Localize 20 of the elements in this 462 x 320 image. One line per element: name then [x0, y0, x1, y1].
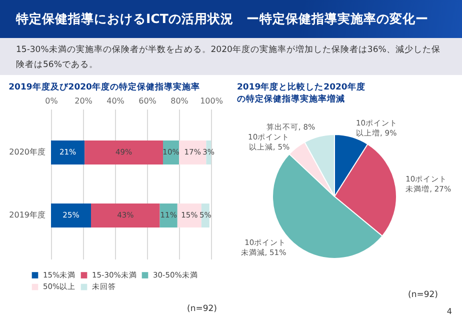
chart-title: 2019年度及び2020年度の特定保健指導実施率: [8, 82, 200, 92]
y-tick-label: 2020年度: [9, 147, 46, 156]
x-tick-label: 20%: [74, 96, 93, 106]
y-tick-label: 2019年度: [9, 210, 46, 220]
text: 特定保健指導におけるICTの活用状況 ー特定保健指導実施率の変化ー: [0, 0, 462, 38]
text: 4: [446, 307, 452, 316]
text: 15-30%未満の実施率の保険者が半数を占める。2020年度の実施率が増加した保険者は36%、減少した保険者は56%である。: [0, 38, 462, 75]
x-tick-label: 60%: [138, 96, 157, 106]
x-tick-label: 40%: [106, 96, 125, 106]
chart-title: 2019年度と比較した2020年度の特定保健指導実施率増減: [237, 82, 366, 104]
bar: [91, 204, 160, 228]
bar: [51, 140, 85, 164]
text: (n=92): [408, 290, 438, 300]
text: (n=92): [187, 304, 217, 314]
x-tick-label: 80%: [170, 96, 189, 106]
x-tick-label: 0%: [45, 96, 58, 106]
x-tick-label: 100%: [200, 96, 224, 106]
bar: [177, 204, 202, 228]
bar: [51, 204, 91, 228]
bar: [84, 140, 163, 164]
